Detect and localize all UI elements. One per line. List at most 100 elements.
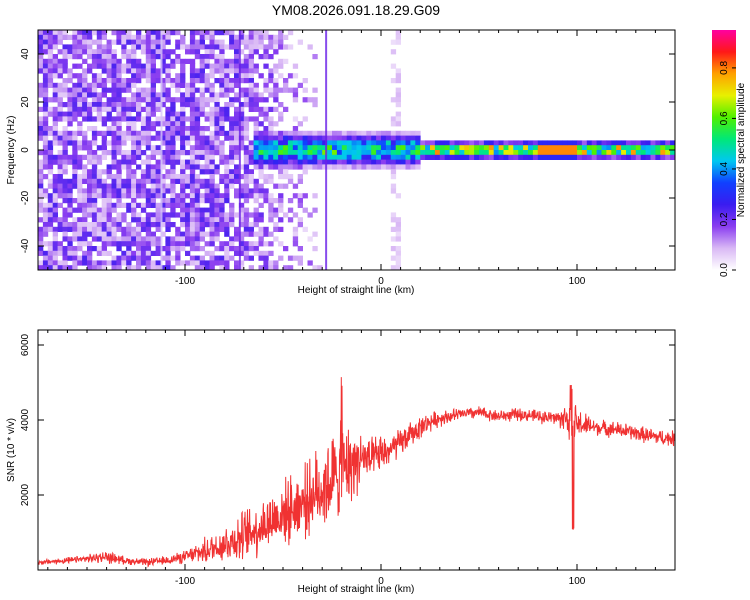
heatmap-cell — [508, 154, 514, 160]
heatmap-cell — [248, 73, 254, 79]
heatmap-cell — [263, 226, 269, 232]
heatmap-cell — [287, 207, 294, 213]
heatmap-cell — [229, 222, 235, 228]
heatmap-cell — [57, 34, 63, 40]
heatmap-cell — [62, 222, 68, 228]
heatmap-cell — [131, 145, 137, 151]
heatmap-cell — [670, 154, 676, 160]
heatmap-cell — [390, 135, 397, 141]
heatmap-cell — [91, 73, 98, 79]
heatmap-cell — [145, 174, 152, 180]
heatmap-cell — [38, 92, 44, 98]
heatmap-cell — [204, 30, 210, 36]
heatmap-cell — [136, 135, 142, 141]
heatmap-cell — [116, 188, 122, 194]
heatmap-cell — [214, 217, 220, 223]
heatmap-cell — [47, 106, 54, 112]
heatmap-cell — [292, 116, 299, 122]
heatmap-cell — [234, 226, 240, 232]
heatmap-cell — [513, 154, 519, 160]
heatmap-cell — [253, 207, 259, 213]
heatmap-cell — [253, 164, 259, 170]
heatmap-cell — [645, 140, 651, 146]
heatmap-cell — [106, 54, 112, 60]
heatmap-cell — [283, 87, 289, 93]
heatmap-cell — [199, 260, 205, 266]
heatmap-cell — [390, 150, 397, 156]
heatmap-cell — [91, 102, 98, 108]
heatmap-cell — [415, 150, 421, 156]
heatmap-cell — [126, 188, 132, 194]
heatmap-cell — [635, 145, 642, 151]
heatmap-cell — [395, 159, 401, 165]
heatmap-cell — [126, 87, 132, 93]
heatmap-cell — [405, 140, 411, 146]
heatmap-cell — [62, 126, 68, 132]
heatmap-cell — [87, 49, 93, 55]
heatmap-cell — [155, 102, 161, 108]
heatmap-cell — [72, 183, 78, 189]
heatmap-cell — [562, 154, 568, 160]
heatmap-cell — [175, 44, 181, 50]
heatmap-cell — [199, 30, 205, 36]
heatmap-cell — [214, 135, 220, 141]
heatmap-cell — [204, 222, 210, 228]
heatmap-cell — [209, 34, 215, 40]
heatmap-cell — [194, 260, 201, 266]
heatmap-cell — [464, 140, 470, 146]
heatmap-cell — [243, 34, 250, 40]
heatmap-cell — [194, 106, 201, 112]
heatmap-cell — [126, 34, 132, 40]
heatmap-cell — [67, 44, 73, 50]
heatmap-cell — [140, 44, 147, 50]
heatmap-cell — [238, 265, 245, 271]
heatmap-cell — [459, 140, 465, 146]
heatmap-cell — [214, 222, 220, 228]
heatmap-cell — [150, 217, 156, 223]
heatmap-cell — [532, 140, 539, 146]
heatmap-cell — [77, 63, 83, 69]
heatmap-cell — [72, 135, 78, 141]
heatmap-cell — [209, 212, 215, 218]
heatmap-cell — [150, 150, 156, 156]
x-tick-label: 0 — [378, 576, 384, 587]
heatmap-cell — [278, 44, 284, 50]
heatmap-cell — [327, 154, 333, 160]
heatmap-cell — [111, 241, 117, 247]
heatmap-cell — [189, 30, 196, 36]
heatmap-cell — [96, 54, 103, 60]
heatmap-cell — [243, 68, 250, 74]
heatmap-cell — [665, 150, 671, 156]
heatmap-cell — [292, 236, 299, 242]
heatmap-cell — [449, 140, 455, 146]
heatmap-cell — [234, 135, 240, 141]
heatmap-cell — [204, 145, 210, 151]
heatmap-cell — [204, 63, 210, 69]
heatmap-cell — [150, 58, 156, 64]
heatmap-cell — [77, 246, 83, 252]
heatmap-cell — [199, 92, 205, 98]
heatmap-cell — [523, 150, 529, 156]
heatmap-cell — [253, 188, 259, 194]
heatmap-cell — [214, 236, 220, 242]
heatmap-cell — [508, 145, 514, 151]
heatmap-cell — [131, 97, 137, 103]
heatmap-cell — [180, 207, 186, 213]
heatmap-cell — [415, 154, 421, 160]
heatmap-cell — [214, 150, 220, 156]
heatmap-cell — [361, 135, 367, 141]
heatmap-cell — [209, 183, 215, 189]
heatmap-cell — [376, 145, 382, 151]
heatmap-cell — [121, 87, 127, 93]
heatmap-cell — [42, 116, 49, 122]
heatmap-cell — [145, 116, 152, 122]
heatmap-cell — [131, 159, 137, 165]
heatmap-cell — [341, 159, 348, 165]
heatmap-cell — [248, 49, 254, 55]
heatmap-cell — [77, 193, 83, 199]
figure-title: YM08.2026.091.18.29.G09 — [272, 2, 440, 18]
heatmap-cell — [52, 111, 58, 117]
heatmap-cell — [126, 164, 132, 170]
heatmap-cell — [312, 130, 318, 136]
heatmap-cell — [38, 106, 44, 112]
